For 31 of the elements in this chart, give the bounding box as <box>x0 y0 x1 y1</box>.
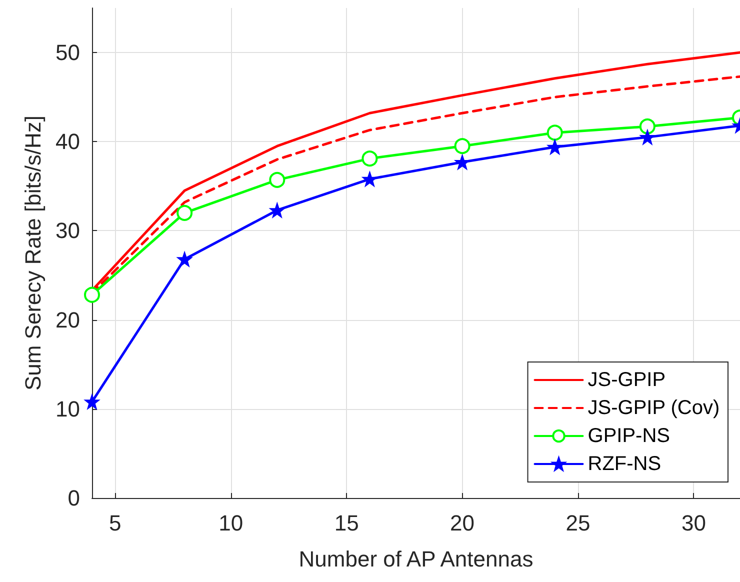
y-tick-label: 20 <box>56 307 80 332</box>
x-tick-label: 30 <box>681 510 706 536</box>
point <box>362 172 378 187</box>
point <box>546 124 563 141</box>
legend-label: GPIP-NS <box>588 425 670 447</box>
y-tick-label: 40 <box>56 129 80 154</box>
point <box>269 172 286 188</box>
x-tick-label: 20 <box>450 510 475 536</box>
x-tick-label: 5 <box>109 510 122 536</box>
legend-label: JS-GPIP (Cov) <box>588 397 720 419</box>
point <box>270 202 285 218</box>
x-tick-label: 10 <box>218 510 244 536</box>
point <box>547 139 562 154</box>
x-tick-label: 25 <box>566 510 590 536</box>
x-tick-label: 15 <box>334 510 359 536</box>
y-tick-label: 0 <box>68 486 80 510</box>
legend-label: RZF-NS <box>588 453 662 475</box>
legend-label: JS-GPIP <box>588 369 666 391</box>
point <box>177 252 192 267</box>
point <box>176 204 193 221</box>
point <box>639 118 656 134</box>
y-tick-label: 10 <box>56 396 80 422</box>
x-axis-title: Number of AP Antennas <box>298 546 534 572</box>
point <box>84 394 100 410</box>
y-tick-label: 50 <box>56 40 80 66</box>
y-tick-label: 30 <box>56 218 80 244</box>
point <box>362 150 378 167</box>
y-axis-title: Sum Serecy Rate [bits/s/Hz] <box>20 115 46 391</box>
point <box>84 286 100 303</box>
point <box>454 138 470 154</box>
point <box>640 130 655 145</box>
